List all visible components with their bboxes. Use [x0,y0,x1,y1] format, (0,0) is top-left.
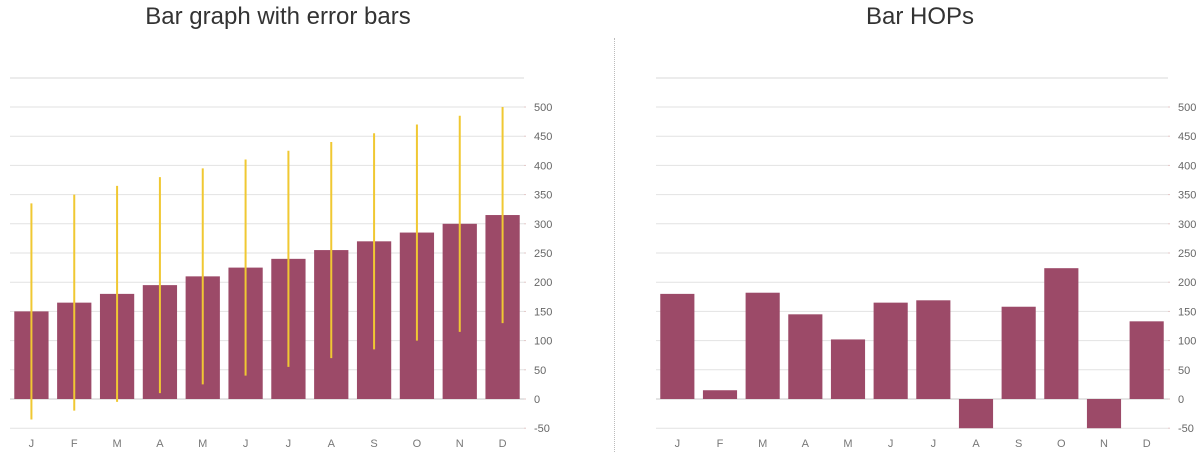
left-x-tick-label: D [499,438,507,450]
left-x-tick-label: N [456,438,464,450]
left-y-tick-label: 100 [534,336,552,348]
right-y-tick-label: 50 [1178,365,1190,377]
right-bar-4 [830,339,866,399]
left-x-tick-label: M [112,438,121,450]
left-y-tick-label: -50 [534,423,550,435]
error-bar-chart: -50 0 50 100 150 200 250 300 350 400 450 500 J F M A M J J… [10,77,552,450]
right-bar-10 [1086,399,1122,429]
right-x-tick-label: J [931,438,937,450]
left-x-tick-label: J [243,438,249,450]
left-y-tick-label: 150 [534,306,552,318]
right-y-tick-label: 150 [1178,306,1196,318]
right-x-tick-label: D [1143,438,1151,450]
left-y-tick-label: 500 [534,102,552,114]
right-bar-7 [958,399,994,429]
right-bar-8 [1001,306,1036,399]
right-x-tick-label: N [1100,438,1108,450]
left-x-tick-label: S [370,438,377,450]
left-y-tick-label: 400 [534,160,552,172]
right-y-tick-label: 0 [1178,394,1184,406]
right-y-tick-label: 350 [1178,190,1196,202]
left-y-tick-label: 250 [534,248,552,260]
right-x-tick-label: A [972,438,980,450]
right-y-tick-label: 450 [1178,131,1196,143]
left-x-tick-label: A [156,438,164,450]
right-x-tick-label: O [1057,438,1066,450]
right-x-tick-label: A [802,438,810,450]
right-y-tick-label: 300 [1178,219,1196,231]
left-x-tick-label: F [71,438,78,450]
chart-title-bar-hops: Bar HOPs [865,3,975,30]
right-y-tick-label: 100 [1178,336,1196,348]
right-x-tick-label: M [843,438,852,450]
panel-divider [614,38,615,452]
left-y-tick-label: 350 [534,190,552,202]
right-bar-1 [702,390,738,399]
left-x-tick-label: A [328,438,336,450]
right-y-tick-label: 250 [1178,248,1196,260]
right-bar-5 [873,302,908,399]
left-x-tick-label: J [29,438,35,450]
right-y-tick-label: 200 [1178,277,1196,289]
right-x-tick-label: S [1015,438,1022,450]
left-y-tick-label: 300 [534,219,552,231]
right-x-tick-label: M [758,438,767,450]
right-bar-9 [1044,268,1079,399]
right-x-tick-label: J [675,438,681,450]
right-y-tick-label: 400 [1178,160,1196,172]
left-y-tick-label: 200 [534,277,552,289]
left-x-tick-label: O [413,438,422,450]
left-x-tick-label: M [198,438,207,450]
right-y-tick-label: 500 [1178,102,1196,114]
right-bar-2 [745,292,780,399]
left-x-tick-label: J [286,438,292,450]
right-bar-11 [1129,321,1164,399]
left-y-tick-label: 450 [534,131,552,143]
left-y-tick-label: 0 [534,394,540,406]
right-bar-6 [916,300,951,399]
right-y-tick-label: -50 [1178,423,1194,435]
left-y-tick-label: 50 [534,365,546,377]
right-bar-3 [788,314,823,399]
chart-title-error-bars: Bar graph with error bars [145,3,411,30]
right-bar-0 [660,293,695,399]
right-x-tick-label: F [717,438,724,450]
right-x-tick-label: J [888,438,894,450]
